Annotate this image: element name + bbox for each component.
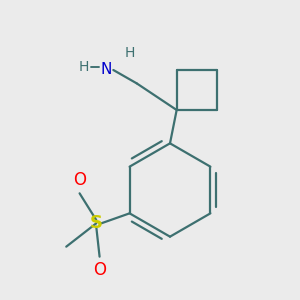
Text: O: O — [73, 171, 86, 189]
Text: H: H — [125, 46, 135, 60]
Text: S: S — [90, 214, 103, 232]
Text: N: N — [101, 62, 112, 77]
Text: H: H — [78, 60, 88, 74]
Text: O: O — [93, 261, 106, 279]
